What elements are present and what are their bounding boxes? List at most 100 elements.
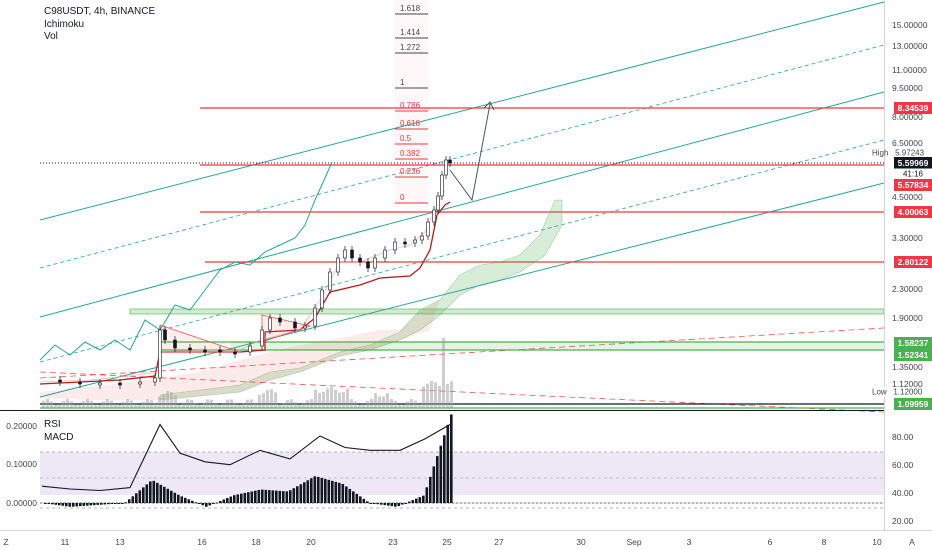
macd-bar: [75, 503, 79, 507]
macd-bar: [369, 503, 373, 504]
triangle-pattern-1: [159, 324, 241, 353]
channel-middle: [39, 91, 885, 318]
price-tick: 1.35000: [892, 362, 923, 372]
volume-bar: [446, 383, 449, 408]
candle-body: [432, 209, 436, 223]
macd-bar: [226, 498, 229, 503]
volume-bar: [254, 402, 257, 408]
macd-bar: [177, 494, 180, 503]
macd-bar: [268, 490, 271, 503]
time-axis[interactable]: Z 11 13 16 18 20 23 25 27 30 Sep 3 6 8 1…: [0, 530, 932, 550]
low-marker: Low 1.12000: [872, 387, 923, 397]
macd-bar: [159, 484, 163, 503]
macd-bar: [341, 483, 345, 503]
time-tick: 13: [115, 537, 125, 547]
volume-bar: [194, 403, 197, 408]
macd-bar: [138, 490, 142, 503]
macd-bar: [345, 486, 348, 503]
corner-right[interactable]: A: [909, 537, 915, 547]
macd-bar: [121, 503, 124, 504]
macd-bar: [198, 503, 201, 504]
macd-bar: [212, 503, 215, 504]
macd-bar: [418, 497, 422, 503]
rsi-tick: 20.00: [892, 516, 914, 526]
macd-bar: [331, 480, 334, 503]
macd-bar: [366, 501, 369, 503]
macd-bar: [408, 501, 411, 503]
macd-bar: [107, 503, 110, 505]
volume-bar: [54, 404, 57, 408]
candle-body: [420, 235, 424, 241]
volume-bar: [214, 403, 217, 408]
volume-bar: [94, 404, 97, 408]
time-tick: 8: [821, 537, 827, 547]
volume-bar: [402, 404, 405, 408]
macd-bar: [142, 487, 145, 503]
macd-bar: [429, 476, 432, 503]
ichimoku-label[interactable]: Ichimoku: [44, 18, 85, 30]
channel-upper-mid: [39, 44, 885, 269]
volume-bar: [294, 402, 297, 408]
candle-body: [233, 351, 237, 355]
chart-legend: C98USDT, 4h, BINANCE Ichimoku Vol: [44, 6, 155, 44]
trend-dashed-red-2: [39, 371, 885, 413]
macd-bar: [338, 482, 341, 503]
corner-left[interactable]: Z: [3, 537, 9, 547]
volume-bar: [434, 382, 437, 408]
macd-bar: [303, 482, 306, 503]
volume-bar: [362, 404, 365, 408]
candle-body: [163, 329, 167, 341]
price-tag-5.57834: 5.57834: [894, 179, 932, 191]
price-tick: 1.90000: [892, 313, 923, 323]
macd-bar: [411, 500, 415, 503]
fib-retracement[interactable]: [395, 0, 428, 204]
macd-bar: [436, 456, 439, 503]
volume-bar: [286, 400, 289, 408]
symbol-title[interactable]: C98USDT, 4h, BINANCE: [44, 6, 156, 17]
volume-bar: [206, 399, 209, 408]
candle-body: [328, 271, 332, 291]
volume-bar: [250, 399, 253, 408]
rsi-tick: 80.00: [892, 432, 914, 442]
volume-bar: [222, 402, 225, 408]
macd-bar: [317, 476, 320, 503]
volume-bar: [118, 404, 121, 408]
volume-bar: [174, 395, 177, 408]
volume-bar: [418, 404, 421, 408]
rsi-line: [41, 423, 451, 492]
macd-bar: [170, 490, 173, 503]
macd-bar: [135, 493, 138, 503]
price-tag-2.80122: 2.80122: [894, 256, 932, 268]
macd-bar: [124, 502, 128, 504]
candle-body: [248, 345, 252, 353]
macd-bar: [355, 493, 359, 503]
support-zone: [129, 308, 885, 315]
volume-bar: [386, 393, 389, 408]
candle-body: [343, 249, 347, 259]
time-tick: 3: [686, 537, 692, 547]
macd-bar: [387, 503, 390, 506]
macd-bar: [439, 445, 443, 503]
candle-body: [188, 347, 192, 351]
macd-label[interactable]: MACD: [44, 431, 74, 443]
price-tag-1.09959: 1.09959: [894, 398, 932, 410]
macd-tick: 0.00000: [6, 498, 37, 508]
macd-bar: [285, 491, 289, 503]
macd-bar: [243, 492, 247, 503]
vol-label[interactable]: Vol: [44, 31, 58, 42]
volume-bar: [154, 403, 157, 408]
macd-bar: [296, 486, 299, 503]
pane-separator[interactable]: [0, 410, 932, 411]
macd-bar: [82, 503, 86, 506]
macd-scale[interactable]: 0.20000 0.10000 0.00000: [0, 0, 39, 530]
volume-bar: [430, 381, 433, 408]
macd-bar: [152, 480, 156, 503]
volume-bar: [330, 387, 333, 408]
volume-bar: [358, 404, 361, 408]
volume-bar: [334, 389, 337, 408]
macd-bar: [359, 496, 362, 503]
macd-bar: [114, 503, 117, 504]
rsi-label[interactable]: RSI: [44, 419, 61, 430]
volume-bar: [82, 401, 85, 408]
